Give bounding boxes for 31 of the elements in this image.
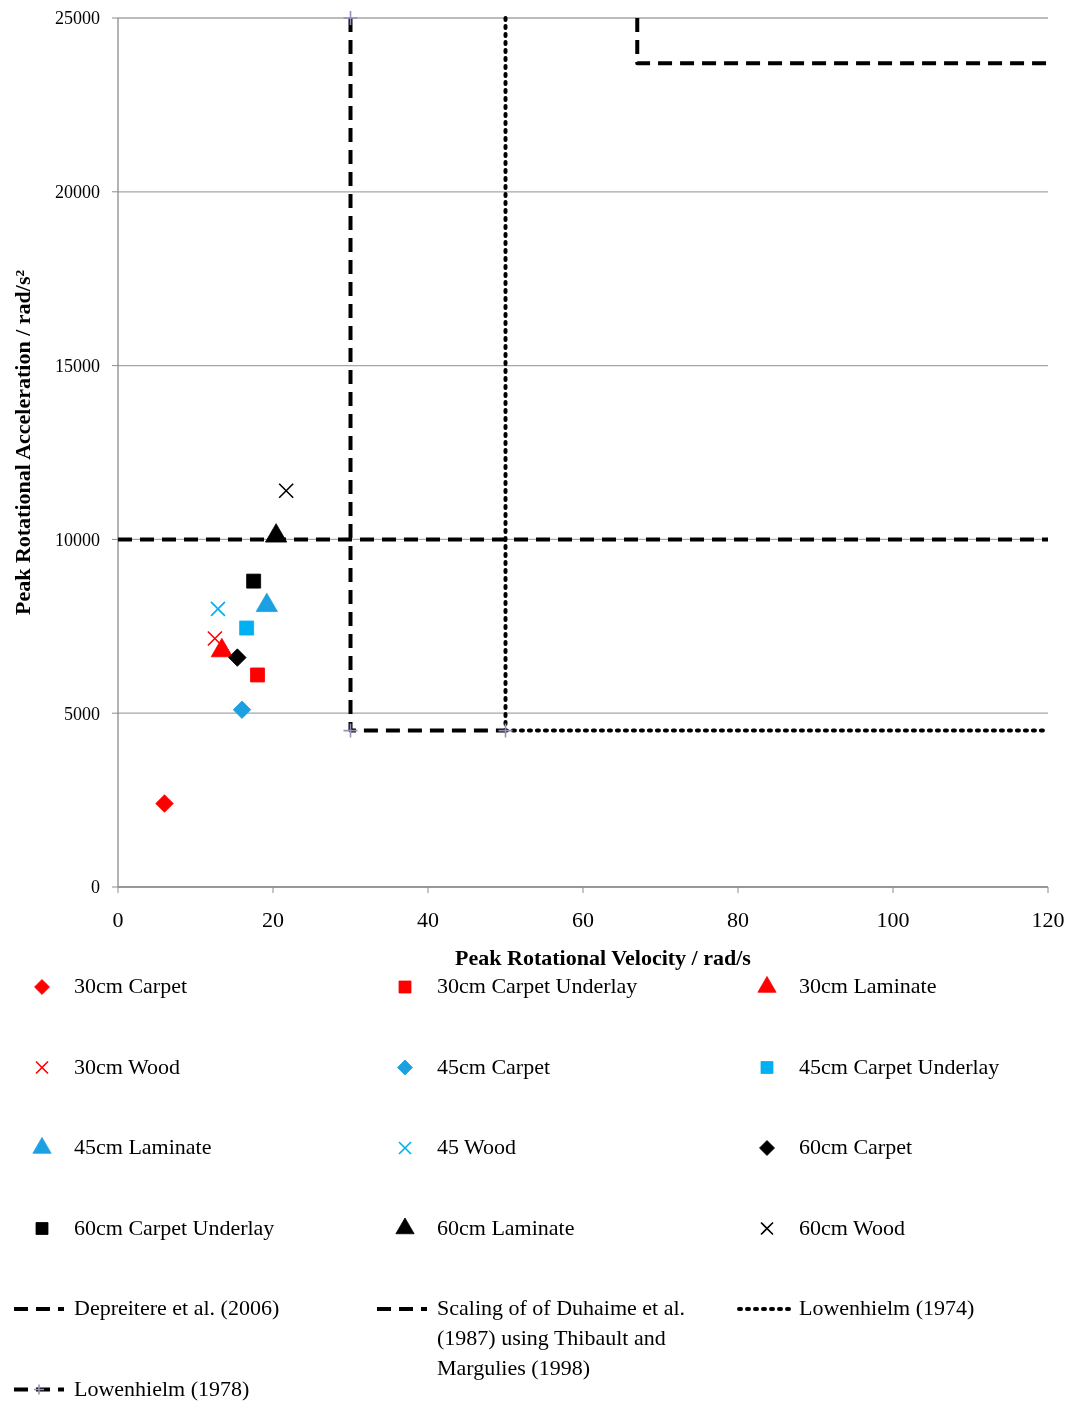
legend-label: 60cm Carpet bbox=[799, 1134, 913, 1159]
legend-label: 60cm Carpet Underlay bbox=[74, 1214, 275, 1240]
legend-label: 60cm Laminate bbox=[437, 1214, 575, 1240]
y-tick-label: 0 bbox=[91, 877, 100, 898]
x-tick-label: 120 bbox=[1031, 907, 1065, 932]
legend-label: 30cm Wood bbox=[74, 1053, 180, 1079]
legend-label: 45cm Carpet Underlay bbox=[799, 1053, 1000, 1079]
legend-label: Lowenhielm (1978) bbox=[74, 1375, 250, 1401]
y-tick-label: 25000 bbox=[55, 8, 100, 29]
legend-label: Depreitere et al. (2006) bbox=[74, 1295, 280, 1320]
x-tick-label: 20 bbox=[262, 907, 284, 932]
y-tick-label: 10000 bbox=[55, 529, 100, 550]
x-axis-title: Peak Rotational Velocity / rad/s bbox=[455, 945, 752, 970]
y-tick-label: 20000 bbox=[55, 182, 100, 203]
x-tick-label: 60 bbox=[572, 907, 594, 932]
legend-label: 45cm Laminate bbox=[74, 1134, 212, 1159]
legend-label: 30cm Laminate bbox=[799, 973, 937, 998]
legend-label: Lowenhielm (1974) bbox=[799, 1295, 975, 1320]
y-axis-title: Peak Rotational Acceleration / rad/s² bbox=[10, 269, 35, 616]
legend-label: 45 Wood bbox=[437, 1134, 517, 1159]
x-tick-label: 0 bbox=[112, 907, 124, 932]
legend-label: Scaling of of Duhaime et al. (1987) using Thibault and Margulies (1998) bbox=[437, 1295, 686, 1380]
legend-label: 30cm Carpet Underlay bbox=[437, 973, 638, 998]
legend-label: 45cm Carpet bbox=[437, 1053, 551, 1079]
legend-label: 60cm Wood bbox=[799, 1214, 905, 1240]
legend-label: 30cm Carpet bbox=[74, 973, 188, 998]
y-tick-label: 5000 bbox=[64, 703, 100, 724]
x-tick-label: 40 bbox=[417, 907, 439, 932]
x-tick-label: 80 bbox=[727, 907, 749, 932]
x-tick-label: 100 bbox=[876, 907, 910, 932]
y-tick-label: 15000 bbox=[55, 355, 100, 376]
